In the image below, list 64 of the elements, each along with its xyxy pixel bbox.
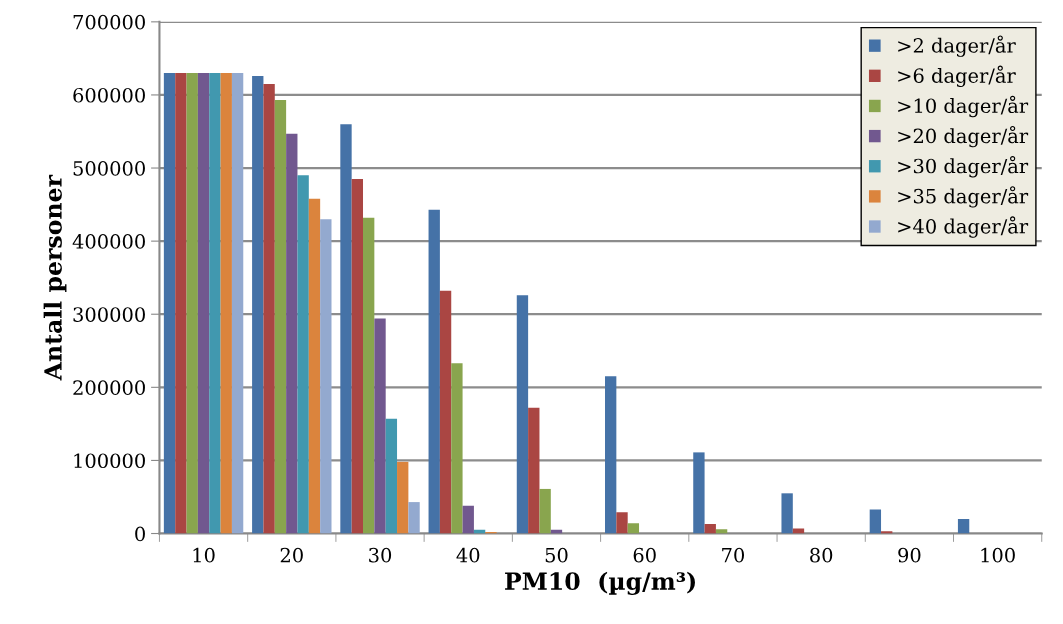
bar <box>175 73 187 534</box>
bar <box>439 290 452 534</box>
bar <box>539 488 551 534</box>
bar <box>528 407 540 534</box>
x-axis-title: PM10 (µg/m³) <box>505 571 695 595</box>
bar <box>869 509 882 534</box>
y-tick-label: 300000 <box>73 307 145 322</box>
legend-label: >30 dager/år <box>898 156 1029 178</box>
bar <box>693 452 705 534</box>
bar <box>163 73 176 534</box>
y-tick-label: 100000 <box>74 453 145 469</box>
bar <box>428 209 440 534</box>
x-tick-label: 30 <box>369 547 392 563</box>
bar <box>781 493 793 534</box>
y-tick-label: 0 <box>135 526 145 542</box>
x-tick-label: 40 <box>456 547 480 563</box>
bar <box>297 175 309 534</box>
bar <box>351 179 364 534</box>
x-tick-label: 100 <box>981 547 1015 563</box>
bar <box>263 83 275 534</box>
x-tick-label: 20 <box>280 547 303 563</box>
x-tick-label: 80 <box>810 547 833 563</box>
bar <box>197 73 210 534</box>
bar <box>252 75 264 534</box>
bar <box>792 528 805 534</box>
bar <box>397 461 409 534</box>
bar <box>374 318 386 534</box>
bar <box>616 512 628 534</box>
y-tick-label: 400000 <box>72 234 145 249</box>
bar <box>605 376 617 534</box>
bar <box>462 505 474 534</box>
bar <box>363 217 375 534</box>
y-tick-label: 600000 <box>73 87 145 103</box>
legend-label: >40 dager/år <box>898 216 1029 238</box>
x-tick-label: 70 <box>722 547 745 563</box>
bar <box>627 523 640 534</box>
bar <box>408 502 420 534</box>
x-tick-label: 50 <box>545 547 568 563</box>
bar <box>704 524 716 534</box>
y-axis-title: Antall personer <box>43 174 67 381</box>
legend-label: >10 dager/år <box>898 95 1029 118</box>
bar <box>209 73 221 534</box>
bar <box>340 124 352 534</box>
x-tick-label: 60 <box>633 547 656 563</box>
bar <box>516 295 529 534</box>
bar <box>220 73 232 534</box>
x-tick-label: 10 <box>193 547 215 563</box>
legend-label: >6 dager/år <box>898 65 1016 87</box>
bar <box>274 100 287 534</box>
legend-label: >2 dager/år <box>898 35 1016 57</box>
legend-label: >20 dager/år <box>898 125 1029 148</box>
bar <box>385 418 398 534</box>
bar <box>231 73 244 534</box>
bar <box>286 133 298 534</box>
bar <box>186 73 198 534</box>
y-tick-label: 500000 <box>73 160 145 176</box>
bar <box>451 363 463 534</box>
bar <box>957 518 970 534</box>
x-tick-label: 90 <box>898 547 921 563</box>
y-tick-label: 200000 <box>73 380 145 395</box>
y-tick-label: 700000 <box>73 14 145 30</box>
legend-label: >35 dager/år <box>898 186 1029 208</box>
bar <box>308 198 321 534</box>
bar <box>320 219 332 534</box>
